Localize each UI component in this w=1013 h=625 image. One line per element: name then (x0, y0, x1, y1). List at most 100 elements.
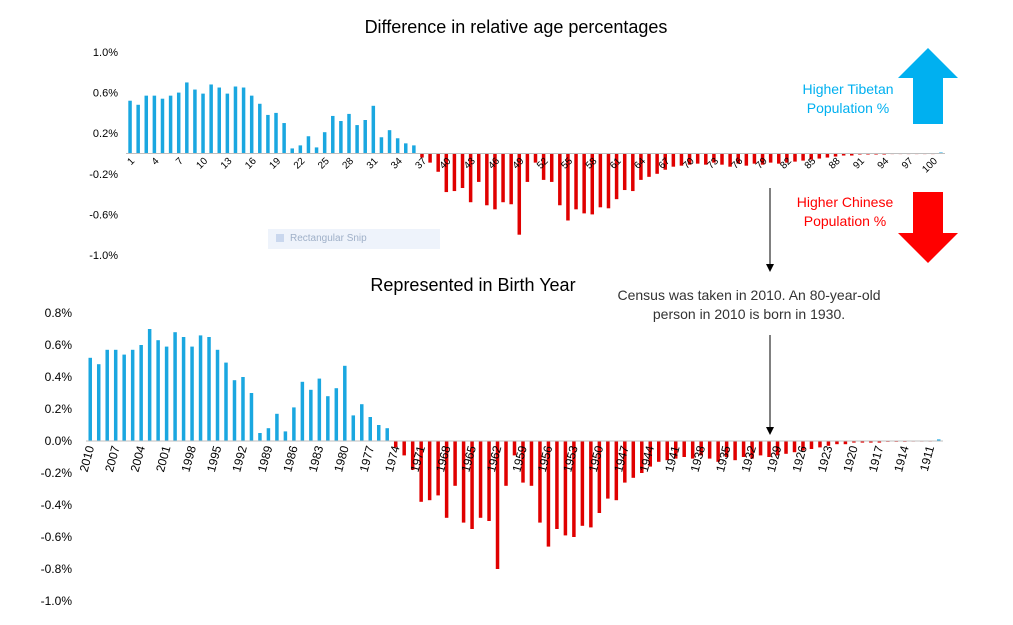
x-tick-label: 73 (705, 156, 721, 172)
bar (826, 441, 831, 446)
bar (461, 441, 466, 523)
bar (843, 441, 848, 445)
bar (572, 441, 576, 537)
x-tick-label: 7 (174, 156, 186, 168)
top-chart-title: Difference in relative age percentages (365, 17, 668, 37)
x-tick-label: 37 (413, 156, 429, 172)
y-tick-label: -0.2% (89, 169, 118, 181)
bar (582, 153, 586, 214)
x-tick-label: 2001 (153, 444, 174, 474)
bar (640, 441, 644, 473)
x-tick-label: 34 (389, 156, 405, 172)
x-tick-label: 46 (486, 156, 502, 172)
bar (825, 153, 830, 158)
bar (657, 441, 661, 462)
bar (393, 441, 398, 448)
bar (682, 441, 686, 457)
bar (866, 153, 870, 155)
bar (300, 381, 305, 441)
bar (368, 417, 372, 441)
bar (241, 87, 246, 154)
bar (452, 153, 457, 192)
bar (436, 441, 440, 496)
x-tick-label: 1938 (688, 444, 709, 474)
bar (874, 153, 878, 155)
bar (882, 153, 886, 155)
bar (728, 153, 732, 167)
bar (233, 86, 238, 154)
bar (809, 153, 813, 160)
bar (533, 153, 538, 163)
x-tick-label: 97 (900, 156, 916, 172)
y-tick-label: 0.0% (45, 434, 73, 448)
bar (841, 153, 846, 156)
bar (282, 123, 286, 154)
x-tick-label: 70 (681, 156, 697, 172)
bar (589, 441, 593, 528)
bar (648, 441, 653, 467)
bar (673, 441, 678, 459)
bar (720, 153, 724, 165)
bar (501, 153, 505, 203)
bar (809, 441, 814, 449)
bar (331, 115, 335, 154)
x-tick-label: 1923 (815, 444, 836, 474)
bar (775, 441, 780, 456)
bar (343, 365, 347, 441)
bar (193, 89, 197, 154)
x-tick-label: 52 (535, 156, 551, 172)
bar (733, 441, 737, 461)
y-tick-label: -0.6% (89, 209, 118, 221)
bar (801, 441, 805, 451)
bar (379, 137, 384, 154)
x-tick-label: 2004 (128, 444, 149, 474)
bar (614, 441, 619, 501)
bar (113, 349, 118, 441)
y-tick-label: 0.2% (93, 128, 118, 140)
bar (355, 125, 359, 154)
y-tick-label: 0.6% (45, 338, 73, 352)
bar (360, 404, 364, 441)
bar (937, 439, 941, 441)
bar (724, 441, 729, 457)
bar (326, 396, 330, 441)
bar (176, 92, 181, 154)
x-tick-label: 67 (657, 156, 673, 172)
y-tick-label: 0.8% (45, 306, 73, 320)
bar (152, 95, 157, 154)
x-tick-label: 58 (584, 156, 600, 172)
x-tick-label: 1974 (382, 444, 403, 474)
x-tick-label: 1926 (789, 444, 810, 474)
bar (258, 103, 262, 154)
y-tick-label: -1.0% (89, 250, 118, 262)
bar (290, 148, 294, 154)
bar (558, 153, 562, 206)
tibetan-legend-line2: Population % (807, 100, 890, 116)
bar (598, 153, 603, 208)
bar (793, 153, 797, 162)
bar (105, 349, 109, 441)
bar (207, 337, 211, 441)
y-tick-label: -0.8% (41, 562, 73, 576)
bar (525, 153, 530, 182)
x-tick-label: 1986 (280, 444, 301, 474)
x-tick-label: 1920 (840, 444, 861, 474)
bar (538, 441, 542, 523)
bar (671, 153, 676, 167)
x-tick-label: 1914 (891, 444, 912, 474)
bar (156, 340, 160, 441)
bar (322, 132, 327, 154)
bar (767, 441, 771, 457)
tibetan-legend-line1: Higher Tibetan (802, 81, 893, 97)
bar (444, 441, 449, 518)
bar (419, 441, 423, 502)
bar (470, 441, 474, 529)
bar (768, 153, 773, 163)
bar (402, 441, 406, 456)
x-tick-label: 2007 (102, 444, 123, 474)
bar (371, 105, 376, 154)
bar (695, 153, 700, 164)
chinese-legend-line1: Higher Chinese (797, 194, 894, 210)
x-tick-label: 79 (754, 156, 770, 172)
x-tick-label: 1932 (739, 444, 760, 474)
